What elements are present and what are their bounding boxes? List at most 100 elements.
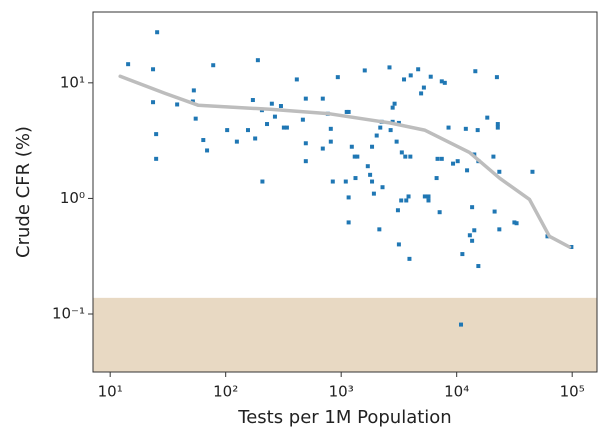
scatter-point xyxy=(439,79,444,84)
x-tick-label: 10⁴ xyxy=(444,383,469,401)
scatter-point xyxy=(396,242,401,247)
scatter-point xyxy=(346,109,351,114)
scatter-point xyxy=(126,62,131,67)
scatter-point xyxy=(459,322,464,327)
scatter-point xyxy=(569,244,574,249)
scatter-point xyxy=(151,67,156,72)
scatter-point xyxy=(370,179,375,184)
trend-line xyxy=(118,74,572,249)
x-axis-title: Tests per 1M Population xyxy=(237,407,451,428)
scatter-point xyxy=(388,128,393,133)
scatter-point xyxy=(191,88,196,93)
scatter-point xyxy=(467,233,472,238)
scatter-point xyxy=(193,116,198,121)
scatter-point xyxy=(495,122,500,127)
scatter-point xyxy=(328,126,333,131)
scatter-point xyxy=(365,164,370,169)
scatter-point xyxy=(428,74,433,79)
scatter-point xyxy=(463,126,468,131)
scatter-point xyxy=(377,227,382,232)
scatter-point xyxy=(303,141,308,146)
scatter-point xyxy=(530,169,535,174)
scatter-point xyxy=(394,139,399,144)
scatter-point xyxy=(485,115,490,120)
x-tick-label: 10² xyxy=(213,383,238,401)
scatter-point xyxy=(494,75,499,80)
scatter-point xyxy=(205,148,210,153)
scatter-point xyxy=(371,191,376,196)
scatter-point xyxy=(475,128,480,133)
scatter-point xyxy=(403,154,408,159)
scatter-point xyxy=(151,100,156,105)
scatter-point xyxy=(491,154,496,159)
scatter-point xyxy=(399,198,404,203)
scatter-point xyxy=(272,114,277,119)
scatter-point xyxy=(378,125,383,130)
scatter-point xyxy=(492,209,497,214)
scatter-point xyxy=(395,208,400,213)
scatter-point xyxy=(346,195,351,200)
scatter-point xyxy=(465,168,470,173)
scatter-point xyxy=(155,30,160,35)
scatter-point xyxy=(368,172,373,177)
scatter-point xyxy=(476,264,481,269)
shaded-band xyxy=(93,297,597,372)
scatter-point xyxy=(335,75,340,80)
scatter-point xyxy=(473,69,478,74)
scatter-point xyxy=(352,154,357,159)
scatter-point xyxy=(497,169,502,174)
scatter-point xyxy=(294,77,299,82)
scatter-point xyxy=(320,146,325,151)
scatter-point xyxy=(392,101,397,106)
scatter-point xyxy=(408,73,413,78)
scatter-point xyxy=(514,221,519,226)
scatter-point xyxy=(211,63,216,68)
scatter-point xyxy=(435,156,440,161)
scatter-point xyxy=(472,228,477,233)
scatter-point xyxy=(434,176,439,181)
scatter-point xyxy=(300,117,305,122)
scatter-point xyxy=(328,139,333,144)
scatter-point xyxy=(451,161,456,166)
scatter-point xyxy=(396,120,401,125)
scatter-point xyxy=(320,96,325,101)
scatter-point xyxy=(422,194,427,199)
scatter-point xyxy=(404,198,409,203)
y-tick-label: 10⁰ xyxy=(60,189,85,207)
scatter-point xyxy=(281,125,286,130)
scatter-point xyxy=(426,198,431,203)
scatter-point xyxy=(201,138,206,143)
scatter-point xyxy=(421,85,426,90)
x-tick-label: 10⁵ xyxy=(560,383,585,401)
scatter-point xyxy=(349,144,354,149)
scatter-point xyxy=(269,101,274,106)
x-tick-label: 10¹ xyxy=(98,383,123,401)
scatter-point xyxy=(362,68,367,73)
scatter-point xyxy=(470,238,475,243)
scatter-point xyxy=(265,122,270,127)
scatter-point xyxy=(284,125,289,130)
scatter-point xyxy=(437,210,442,215)
scatter-point xyxy=(303,159,308,164)
scatter-point xyxy=(353,176,358,181)
scatter-point xyxy=(255,58,260,63)
scatter-point xyxy=(154,132,159,137)
scatter-point xyxy=(407,256,412,261)
plot-frame xyxy=(92,11,598,373)
scatter-point xyxy=(380,185,385,190)
scatter-point xyxy=(399,150,404,155)
y-axis-title: Crude CFR (%) xyxy=(13,126,34,258)
scatter-point xyxy=(470,205,475,210)
scatter-point xyxy=(370,144,375,149)
scatter-point xyxy=(355,154,360,159)
scatter-point xyxy=(253,136,258,141)
scatter-point xyxy=(495,125,500,130)
scatter-point xyxy=(234,139,239,144)
scatter-point xyxy=(343,179,348,184)
scatter-point xyxy=(402,77,407,82)
scatter-point xyxy=(374,133,379,138)
scatter-point xyxy=(260,179,265,184)
scatter-point xyxy=(446,125,451,130)
x-tick-label: 10³ xyxy=(329,383,354,401)
